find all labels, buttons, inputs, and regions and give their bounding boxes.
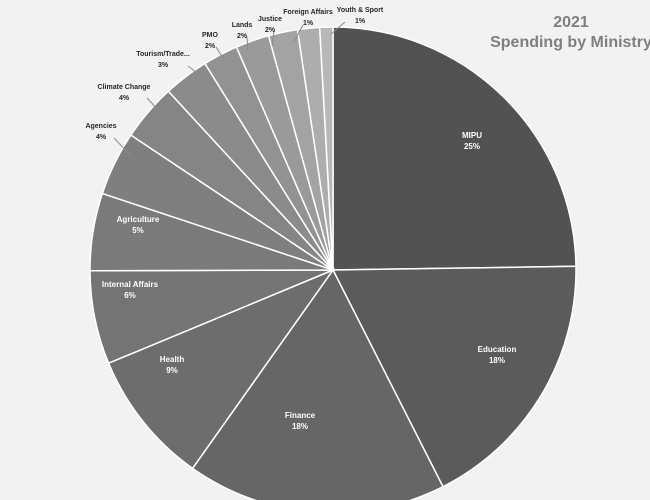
leader-line-foreign-affairs [293,24,304,43]
slice-percent-finance: 18% [292,422,308,431]
slice-name-internal-affairs: Internal Affairs [102,280,159,289]
slice-label-internal-affairs: Internal Affairs 6% [102,280,159,300]
chart-title-main: Spending by Ministry [490,34,650,51]
slice-name-climate-change: Climate Change [98,84,151,91]
pie-slice-education [331,265,577,488]
slice-name-finance: Finance [285,411,316,420]
leader-line-climate-change [146,97,165,117]
slice-name-youth-sport: Youth & Sport [337,7,384,14]
slice-name-mipu: MIPU [462,131,482,140]
slice-percent-foreign-affairs: 1% [303,20,314,27]
slice-name-justice: Justice [258,16,282,23]
leader-lines [113,21,346,157]
slice-label-finance: Finance 18% [285,411,316,431]
slice-percent-pmo: 2% [205,43,216,50]
slice-name-education: Education [478,345,517,354]
slice-name-foreign-affairs: Foreign Affairs [283,9,333,16]
leader-line-pmo [215,46,225,61]
pie-slice-youth-sport [318,26,334,271]
slice-label-health: Health 9% [160,355,185,375]
slice-name-pmo: PMO [202,32,219,39]
slices-layer [89,26,577,500]
slice-percent-education: 18% [489,356,505,365]
slice-percent-agriculture: 5% [132,226,144,235]
slice-label-mipu: MIPU 25% [462,131,482,151]
leader-line-tourism-trade [187,65,205,79]
slice-label-pmo: PMO 2% [202,32,219,50]
leader-line-lands [246,36,249,53]
slice-percent-mipu: 25% [464,142,480,151]
slice-labels: MIPU 25% Education 18% Finance 18% Health 9% Int… [85,7,516,431]
slice-percent-internal-affairs: 6% [124,291,136,300]
leader-line-agencies [113,137,132,157]
slice-label-agencies: Agencies 4% [85,123,116,141]
leader-line-youth-sport [330,21,346,35]
slice-label-lands: Lands 2% [232,22,253,40]
pie-slice-finance [191,268,444,500]
slice-name-agriculture: Agriculture [117,215,160,224]
slice-label-justice: Justice 2% [258,16,282,34]
slice-percent-youth-sport: 1% [355,18,366,25]
slice-label-foreign-affairs: Foreign Affairs 1% [283,9,333,27]
slice-percent-climate-change: 4% [119,95,130,102]
chart-title-year: 2021 [553,14,589,31]
slice-name-tourism-trade: Tourism/Trade... [136,51,190,58]
slice-label-youth-sport: Youth & Sport 1% [337,7,384,25]
slice-percent-agencies: 4% [96,134,107,141]
slice-label-climate-change: Climate Change 4% [98,84,151,102]
leader-line-justice [271,30,275,47]
slice-percent-lands: 2% [237,33,248,40]
slice-name-health: Health [160,355,185,364]
slice-percent-health: 9% [166,366,178,375]
slice-label-education: Education 18% [478,345,517,365]
slice-label-agriculture: Agriculture 5% [117,215,160,235]
slice-percent-justice: 2% [265,27,276,34]
pie-slice-health [107,268,336,470]
slice-label-tourism-trade: Tourism/Trade... 3% [136,51,190,69]
slice-percent-tourism-trade: 3% [158,62,169,69]
slice-name-lands: Lands [232,22,253,29]
pie-slice-mipu [332,26,577,271]
slice-name-agencies: Agencies [85,123,116,130]
